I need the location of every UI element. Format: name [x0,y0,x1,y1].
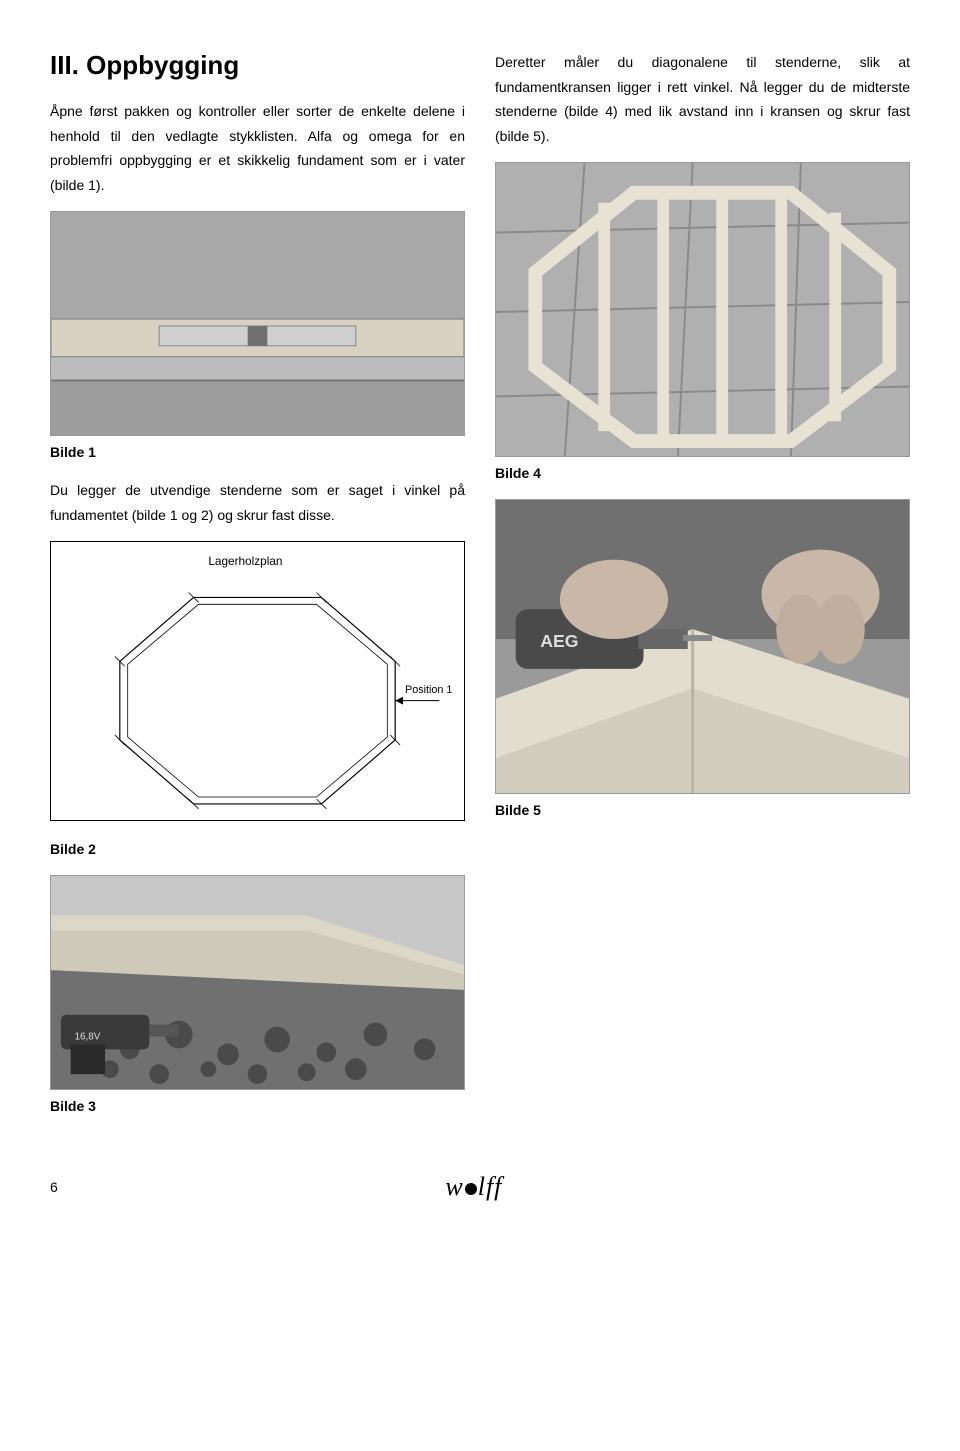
caption-bilde-4: Bilde 4 [495,465,910,481]
photo-bilde-1 [50,211,465,436]
svg-text:AEG: AEG [540,631,578,651]
diagram-position-label: Position 1 [405,684,452,696]
brand-logo: wlff [445,1172,502,1202]
caption-bilde-5: Bilde 5 [495,802,910,818]
paragraph-bilde-1: Du legger de utvendige stenderne som er … [50,478,465,527]
page-number: 6 [50,1179,58,1195]
diagram-lagerholzplan: Lagerholzplan [50,541,465,821]
diagram-title: Lagerholzplan [208,554,282,568]
caption-bilde-2: Bilde 2 [50,841,465,857]
intro-paragraph-right: Deretter måler du diagonalene til stende… [495,50,910,148]
caption-bilde-3: Bilde 3 [50,1098,465,1114]
caption-bilde-1: Bilde 1 [50,444,465,460]
photo-bilde-5: AEG [495,499,910,794]
svg-text:16,8V: 16,8V [75,1031,101,1042]
photo-bilde-2: 16,8V [50,875,465,1090]
intro-paragraph-left: Åpne først pakken og kontroller eller so… [50,99,465,197]
section-heading: III. Oppbygging [50,50,465,81]
photo-bilde-4 [495,162,910,457]
